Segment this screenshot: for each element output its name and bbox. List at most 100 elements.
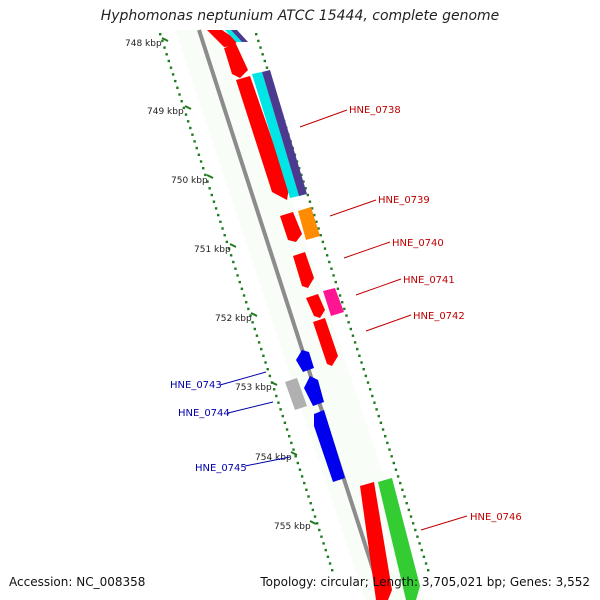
minor-tick — [180, 100, 183, 103]
minor-tick — [176, 86, 179, 89]
minor-tick — [174, 79, 177, 83]
minor-tick — [401, 488, 404, 491]
gene-label[interactable]: HNE_0743 — [170, 380, 222, 391]
minor-tick — [368, 388, 372, 391]
minor-tick — [388, 448, 391, 451]
minor-tick — [320, 535, 323, 538]
minor-tick — [407, 508, 411, 512]
scale-label: 751 kbp — [194, 245, 231, 255]
minor-tick — [392, 461, 395, 465]
genome-backbone — [197, 29, 385, 600]
minor-tick — [332, 274, 335, 277]
gene-label[interactable]: HNE_0742 — [413, 311, 465, 322]
minor-tick — [238, 280, 241, 284]
minor-tick — [313, 515, 317, 518]
feature-misc[interactable] — [323, 288, 344, 316]
minor-tick — [191, 133, 194, 136]
feature-other[interactable] — [378, 478, 420, 600]
feature-trna[interactable] — [252, 72, 299, 198]
minor-tick — [195, 146, 198, 150]
minor-tick — [377, 414, 380, 418]
minor-tick — [300, 173, 303, 177]
minor-tick — [399, 481, 402, 485]
gene-label[interactable]: HNE_0739 — [378, 195, 430, 206]
minor-tick — [259, 46, 262, 49]
minor-tick — [424, 562, 428, 565]
minor-tick — [279, 408, 282, 411]
feature-cds-reverse[interactable] — [296, 350, 314, 372]
scale-label: 748 kbp — [125, 39, 162, 49]
gene-label[interactable]: HNE_0746 — [470, 512, 522, 523]
accession-text: Accession: NC_008358 — [9, 575, 146, 589]
minor-tick — [379, 421, 383, 424]
minor-tick — [217, 213, 220, 217]
minor-tick — [285, 428, 289, 431]
gene-label[interactable]: HNE_0740 — [392, 238, 444, 249]
gene-label[interactable]: HNE_0744 — [178, 408, 230, 419]
minor-tick — [315, 522, 319, 525]
minor-tick — [197, 153, 201, 156]
feature-misc[interactable] — [298, 207, 320, 240]
feature-cds[interactable] — [313, 318, 338, 366]
minor-tick — [315, 220, 318, 223]
minor-tick — [362, 368, 365, 371]
minor-tick — [225, 240, 229, 244]
feature-cds[interactable] — [306, 294, 325, 318]
feature-trna[interactable] — [225, 30, 242, 42]
feature-cds[interactable] — [207, 30, 237, 47]
minor-tick — [318, 528, 321, 532]
minor-tick — [416, 535, 419, 538]
minor-tick — [272, 388, 276, 391]
minor-tick — [232, 260, 235, 264]
feature-cds-reverse[interactable] — [304, 376, 324, 406]
minor-tick — [405, 502, 408, 505]
minor-tick — [386, 441, 389, 445]
feature-cds[interactable] — [360, 482, 392, 600]
minor-tick — [167, 59, 170, 63]
feature-rrna[interactable] — [231, 30, 248, 42]
minor-tick — [338, 294, 342, 297]
feature-rrna[interactable] — [262, 70, 307, 196]
feature-cds[interactable] — [224, 44, 248, 78]
minor-tick — [360, 361, 363, 364]
gene-label[interactable]: HNE_0741 — [403, 275, 455, 286]
minor-tick — [264, 361, 267, 364]
minor-tick — [358, 354, 361, 357]
minor-tick — [309, 502, 312, 505]
minor-tick — [409, 515, 413, 518]
minor-tick — [165, 53, 168, 56]
gene-label[interactable]: HNE_0738 — [349, 105, 401, 116]
scale-ticks-left — [159, 33, 334, 572]
minor-tick — [373, 401, 376, 404]
minor-tick — [277, 401, 280, 404]
feature-cds[interactable] — [236, 76, 289, 200]
minor-tick — [255, 334, 259, 337]
minor-tick — [204, 173, 207, 177]
minor-tick — [411, 522, 415, 525]
minor-tick — [182, 106, 186, 110]
minor-tick — [325, 254, 329, 257]
feature-cds[interactable] — [280, 212, 302, 242]
minor-tick — [364, 374, 368, 378]
major-ticks — [161, 37, 317, 525]
feature-cds-reverse[interactable] — [314, 410, 345, 482]
minor-tick — [266, 368, 269, 371]
minor-tick — [193, 140, 196, 143]
gene-label[interactable]: HNE_0745 — [195, 463, 247, 474]
minor-tick — [257, 341, 261, 344]
scale-label: 750 kbp — [171, 176, 208, 186]
minor-tick — [427, 569, 430, 572]
minor-tick — [171, 73, 175, 76]
minor-tick — [319, 234, 322, 237]
minor-tick — [234, 267, 237, 270]
minor-tick — [199, 160, 203, 163]
feature-cds[interactable] — [293, 252, 314, 288]
minor-tick — [422, 555, 426, 558]
feature-pseudo[interactable] — [285, 378, 307, 410]
minor-tick — [223, 234, 226, 237]
minor-tick — [384, 435, 387, 438]
minor-tick — [184, 113, 188, 116]
minor-tick — [321, 240, 325, 244]
minor-tick — [169, 66, 173, 69]
